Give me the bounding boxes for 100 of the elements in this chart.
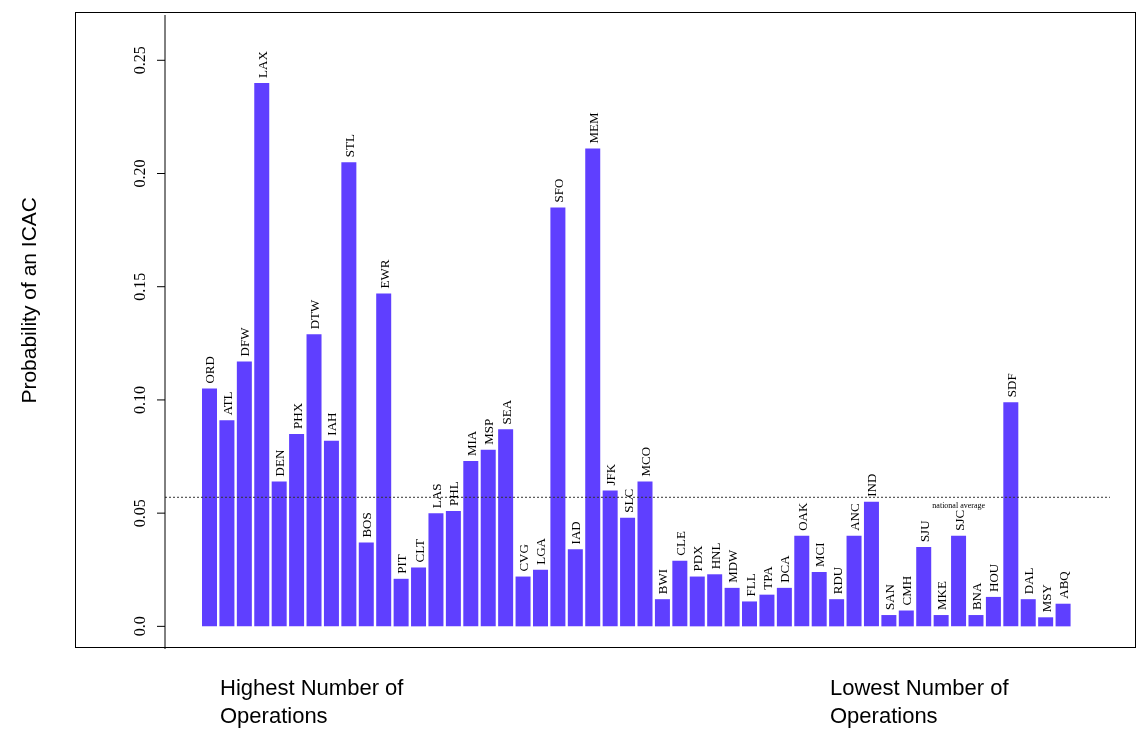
x-tick-label: MEM bbox=[585, 112, 601, 144]
x-tick-label: BNA bbox=[968, 581, 984, 611]
bar bbox=[672, 560, 688, 627]
x-tick-label: ATL bbox=[219, 391, 235, 416]
x-tick-label: HNL bbox=[707, 542, 723, 570]
bar bbox=[898, 610, 914, 627]
bar bbox=[968, 615, 984, 627]
bar bbox=[550, 207, 566, 627]
bar bbox=[794, 535, 810, 627]
bar bbox=[742, 601, 758, 627]
bar bbox=[428, 513, 444, 627]
bar bbox=[271, 481, 287, 627]
bar bbox=[236, 361, 252, 627]
bar bbox=[1003, 402, 1019, 627]
x-tick-label: SAN bbox=[881, 583, 897, 611]
x-tick-label: DAL bbox=[1021, 567, 1037, 595]
bar bbox=[707, 574, 723, 627]
bar bbox=[567, 549, 583, 627]
y-tick-label: 0.20 bbox=[131, 159, 148, 188]
bar bbox=[289, 433, 305, 627]
text: Highest Number of Operations bbox=[220, 674, 405, 730]
x-tick-label: JFK bbox=[603, 463, 619, 486]
bar bbox=[585, 148, 601, 627]
bar bbox=[811, 572, 827, 627]
bar bbox=[323, 440, 339, 627]
x-tick-label: SEA bbox=[498, 399, 514, 425]
x-tick-label: MCI bbox=[812, 542, 828, 568]
x-tick-label: DCA bbox=[777, 554, 793, 583]
x-tick-label: SJC bbox=[951, 509, 967, 531]
x-tick-label: IAH bbox=[324, 412, 340, 436]
x-tick-label: MSP bbox=[481, 418, 497, 445]
bar bbox=[637, 481, 653, 627]
y-tick-label: 0.0 bbox=[131, 616, 148, 637]
x-tick-label: BOS bbox=[359, 512, 375, 538]
ref-line-label: national average bbox=[932, 500, 986, 510]
x-tick-label: ANC bbox=[847, 503, 863, 531]
x-tick-label: CLE bbox=[672, 531, 688, 556]
x-tick-label: IND bbox=[864, 473, 880, 497]
bar bbox=[1055, 603, 1071, 627]
bar bbox=[602, 490, 618, 627]
bar bbox=[445, 510, 461, 627]
x-tick-label: PHL bbox=[446, 481, 462, 506]
bar bbox=[620, 517, 636, 627]
bar bbox=[759, 594, 775, 627]
x-tick-label: PIT bbox=[394, 554, 410, 574]
bar bbox=[532, 569, 548, 627]
bar bbox=[411, 567, 427, 627]
bar bbox=[951, 535, 967, 627]
bar bbox=[776, 587, 792, 627]
x-tick-label: OAK bbox=[794, 502, 810, 531]
bar bbox=[306, 334, 322, 627]
x-tick-label: SJU bbox=[916, 519, 932, 543]
bar bbox=[689, 576, 705, 627]
y-tick-label: 0.25 bbox=[131, 46, 148, 75]
x-tick-label: RDU bbox=[829, 566, 845, 595]
x-tick-label: SLC bbox=[620, 488, 636, 513]
bar bbox=[881, 615, 897, 627]
bar bbox=[863, 501, 879, 627]
bar bbox=[1038, 617, 1054, 627]
x-tick-label: LGA bbox=[533, 537, 549, 565]
x-tick-label: MIA bbox=[463, 430, 479, 457]
x-tick-label: BWI bbox=[655, 568, 671, 595]
x-tick-label: FLL bbox=[742, 573, 758, 597]
y-axis-title: Probability of an ICAC bbox=[17, 197, 40, 404]
bar bbox=[515, 576, 531, 627]
x-tick-label: STL bbox=[341, 134, 357, 158]
bar bbox=[829, 599, 845, 627]
x-tick-label: SFO bbox=[550, 178, 566, 203]
bar bbox=[358, 542, 374, 627]
text: Lowest Number of Operations bbox=[830, 674, 1010, 730]
x-tick-label: MDW bbox=[725, 548, 741, 583]
x-tick-label: DTW bbox=[307, 298, 323, 330]
x-tick-label: DFW bbox=[237, 326, 253, 357]
x-tick-label: PDX bbox=[690, 544, 706, 572]
x-tick-label: ORD bbox=[202, 356, 218, 384]
bar bbox=[254, 82, 270, 627]
bar bbox=[341, 162, 357, 627]
y-tick-label: 0.15 bbox=[131, 272, 148, 301]
bar bbox=[498, 429, 514, 627]
bar bbox=[463, 461, 479, 627]
x-tick-label: CMH bbox=[899, 575, 915, 606]
x-tick-label: CLT bbox=[411, 539, 427, 563]
bar bbox=[724, 587, 740, 627]
x-tick-label: HOU bbox=[986, 563, 1002, 592]
bar bbox=[219, 420, 235, 627]
y-tick-label: 0.05 bbox=[131, 499, 148, 528]
bar bbox=[985, 596, 1001, 627]
x-tick-label: SDF bbox=[1003, 373, 1019, 398]
x-tick-label: MSY bbox=[1038, 583, 1054, 613]
x-tick-label: ABQ bbox=[1056, 570, 1072, 599]
y-tick-label: 0.10 bbox=[131, 385, 148, 414]
bar bbox=[202, 388, 217, 627]
bar bbox=[480, 449, 496, 627]
bar bbox=[393, 578, 409, 627]
x-tick-label: EWR bbox=[376, 259, 392, 289]
x-tick-label: IAD bbox=[568, 521, 584, 545]
bar bbox=[376, 293, 392, 627]
x-tick-label: CVG bbox=[516, 544, 532, 572]
bar bbox=[933, 615, 949, 627]
x-tick-label: LAX bbox=[254, 50, 270, 78]
